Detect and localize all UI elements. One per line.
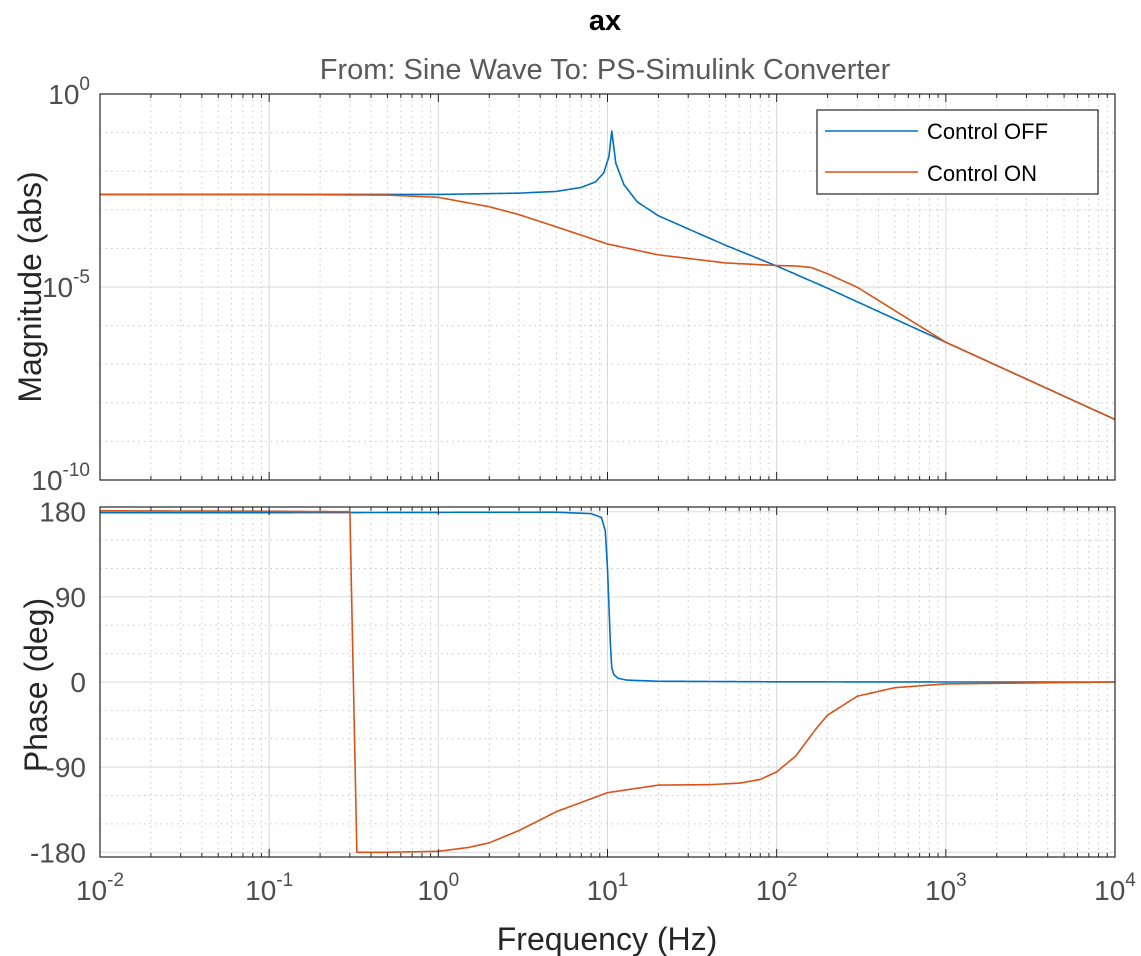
- frequency-tick-label: 10-2: [76, 870, 124, 906]
- magnitude-y-tick-label: 10-10: [31, 460, 90, 496]
- phase-y-tick-label: 180: [39, 497, 86, 528]
- figure-title: ax: [589, 5, 621, 37]
- magnitude-axes: 100 10-5 10-10 Magnitude (abs) Control OFF…: [12, 74, 1116, 496]
- frequency-tick-label: 101: [587, 870, 629, 906]
- frequency-tick-label: 100: [417, 870, 459, 906]
- phase-axes: 180 90 0 -90 -180 10-2 10-1 100 101 102 103 104 Ph…: [18, 497, 1136, 906]
- phase-y-tick-label: 0: [70, 667, 86, 698]
- frequency-tick-label: 10-1: [245, 870, 293, 906]
- magnitude-line-control-on: [100, 193, 1116, 421]
- legend-label-control-off: Control OFF: [927, 119, 1048, 144]
- magnitude-y-tick-labels: 100 10-5 10-10: [31, 74, 90, 496]
- phase-y-tick-label: -90: [46, 752, 86, 783]
- frequency-tick-label: 103: [925, 870, 967, 906]
- phase-y-tick-label: 90: [55, 582, 86, 613]
- phase-line-control-off: [100, 511, 1115, 683]
- frequency-tick-label: 104: [1094, 870, 1136, 906]
- magnitude-y-tick-label: 10-5: [42, 267, 90, 303]
- phase-frame: [99, 506, 1116, 858]
- magnitude-y-tick-label: 100: [48, 74, 90, 110]
- magnitude-frame: [99, 93, 1116, 481]
- frequency-tick-label: 102: [756, 870, 798, 906]
- phase-ylabel: Phase (deg): [18, 598, 54, 772]
- figure-subtitle: From: Sine Wave To: PS-Simulink Converte…: [320, 54, 891, 86]
- legend-box: [816, 109, 1099, 195]
- legend-label-control-on: Control ON: [927, 161, 1037, 186]
- magnitude-ylabel: Magnitude (abs): [12, 171, 48, 402]
- phase-y-tick-label: -180: [30, 837, 86, 868]
- magnitude-series: [100, 130, 1116, 421]
- frequency-xlabel: Frequency (Hz): [497, 921, 718, 956]
- legend[interactable]: Control OFF Control ON: [816, 109, 1099, 195]
- frequency-tick-labels: 10-2 10-1 100 101 102 103 104: [76, 870, 1136, 906]
- phase-y-tick-labels: 180 90 0 -90 -180: [30, 497, 86, 869]
